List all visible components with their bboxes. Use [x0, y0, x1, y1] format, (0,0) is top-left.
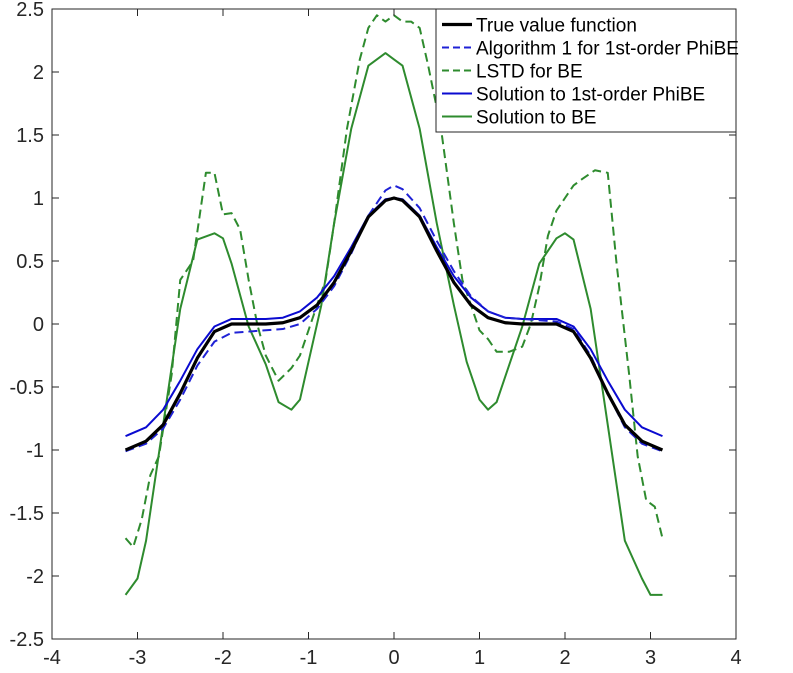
x-tick-label: -3	[129, 647, 147, 669]
x-tick-label: -1	[300, 647, 318, 669]
y-tick-label: -0.5	[10, 377, 44, 399]
legend-label: True value function	[476, 16, 637, 37]
series-line-4	[124, 52, 663, 596]
x-tick-label: 0	[388, 647, 399, 669]
x-tick-label: 1	[474, 647, 485, 669]
y-tick-label: -2	[26, 566, 44, 588]
y-tick-label: 2.5	[16, 0, 44, 21]
x-tick-label: -2	[214, 647, 232, 669]
y-tick-label: 0	[33, 314, 44, 336]
legend-box	[435, 8, 737, 133]
x-tick-label: -4	[43, 647, 61, 669]
y-tick-label: -1	[26, 440, 44, 462]
y-tick-label: 1	[33, 188, 44, 210]
y-tick-label: -1.5	[10, 503, 44, 525]
x-tick-label: 3	[645, 647, 656, 669]
legend-label: Solution to BE	[476, 108, 596, 129]
x-tick-label: 2	[559, 647, 570, 669]
legend-label: Solution to 1st-order PhiBE	[476, 85, 705, 106]
series-line-1	[125, 184, 663, 453]
legend-label: LSTD for BE	[476, 62, 583, 83]
y-tick-label: 1.5	[16, 125, 44, 147]
series-line-0	[124, 196, 664, 452]
legend-label: Algorithm 1 for 1st-order PhiBE	[476, 39, 739, 60]
y-tick-label: 0.5	[16, 251, 44, 273]
y-tick-label: -2.5	[10, 629, 44, 651]
ticks-layer: -4 -3 -2 -1 0 1 2 3 4 2.5 2 1.5 1 0.5 0 -0.5 -1 -1.5 -2 -2.…	[10, 0, 742, 669]
x-tick-label: 4	[730, 647, 741, 669]
y-tick-label: 2	[33, 62, 44, 84]
